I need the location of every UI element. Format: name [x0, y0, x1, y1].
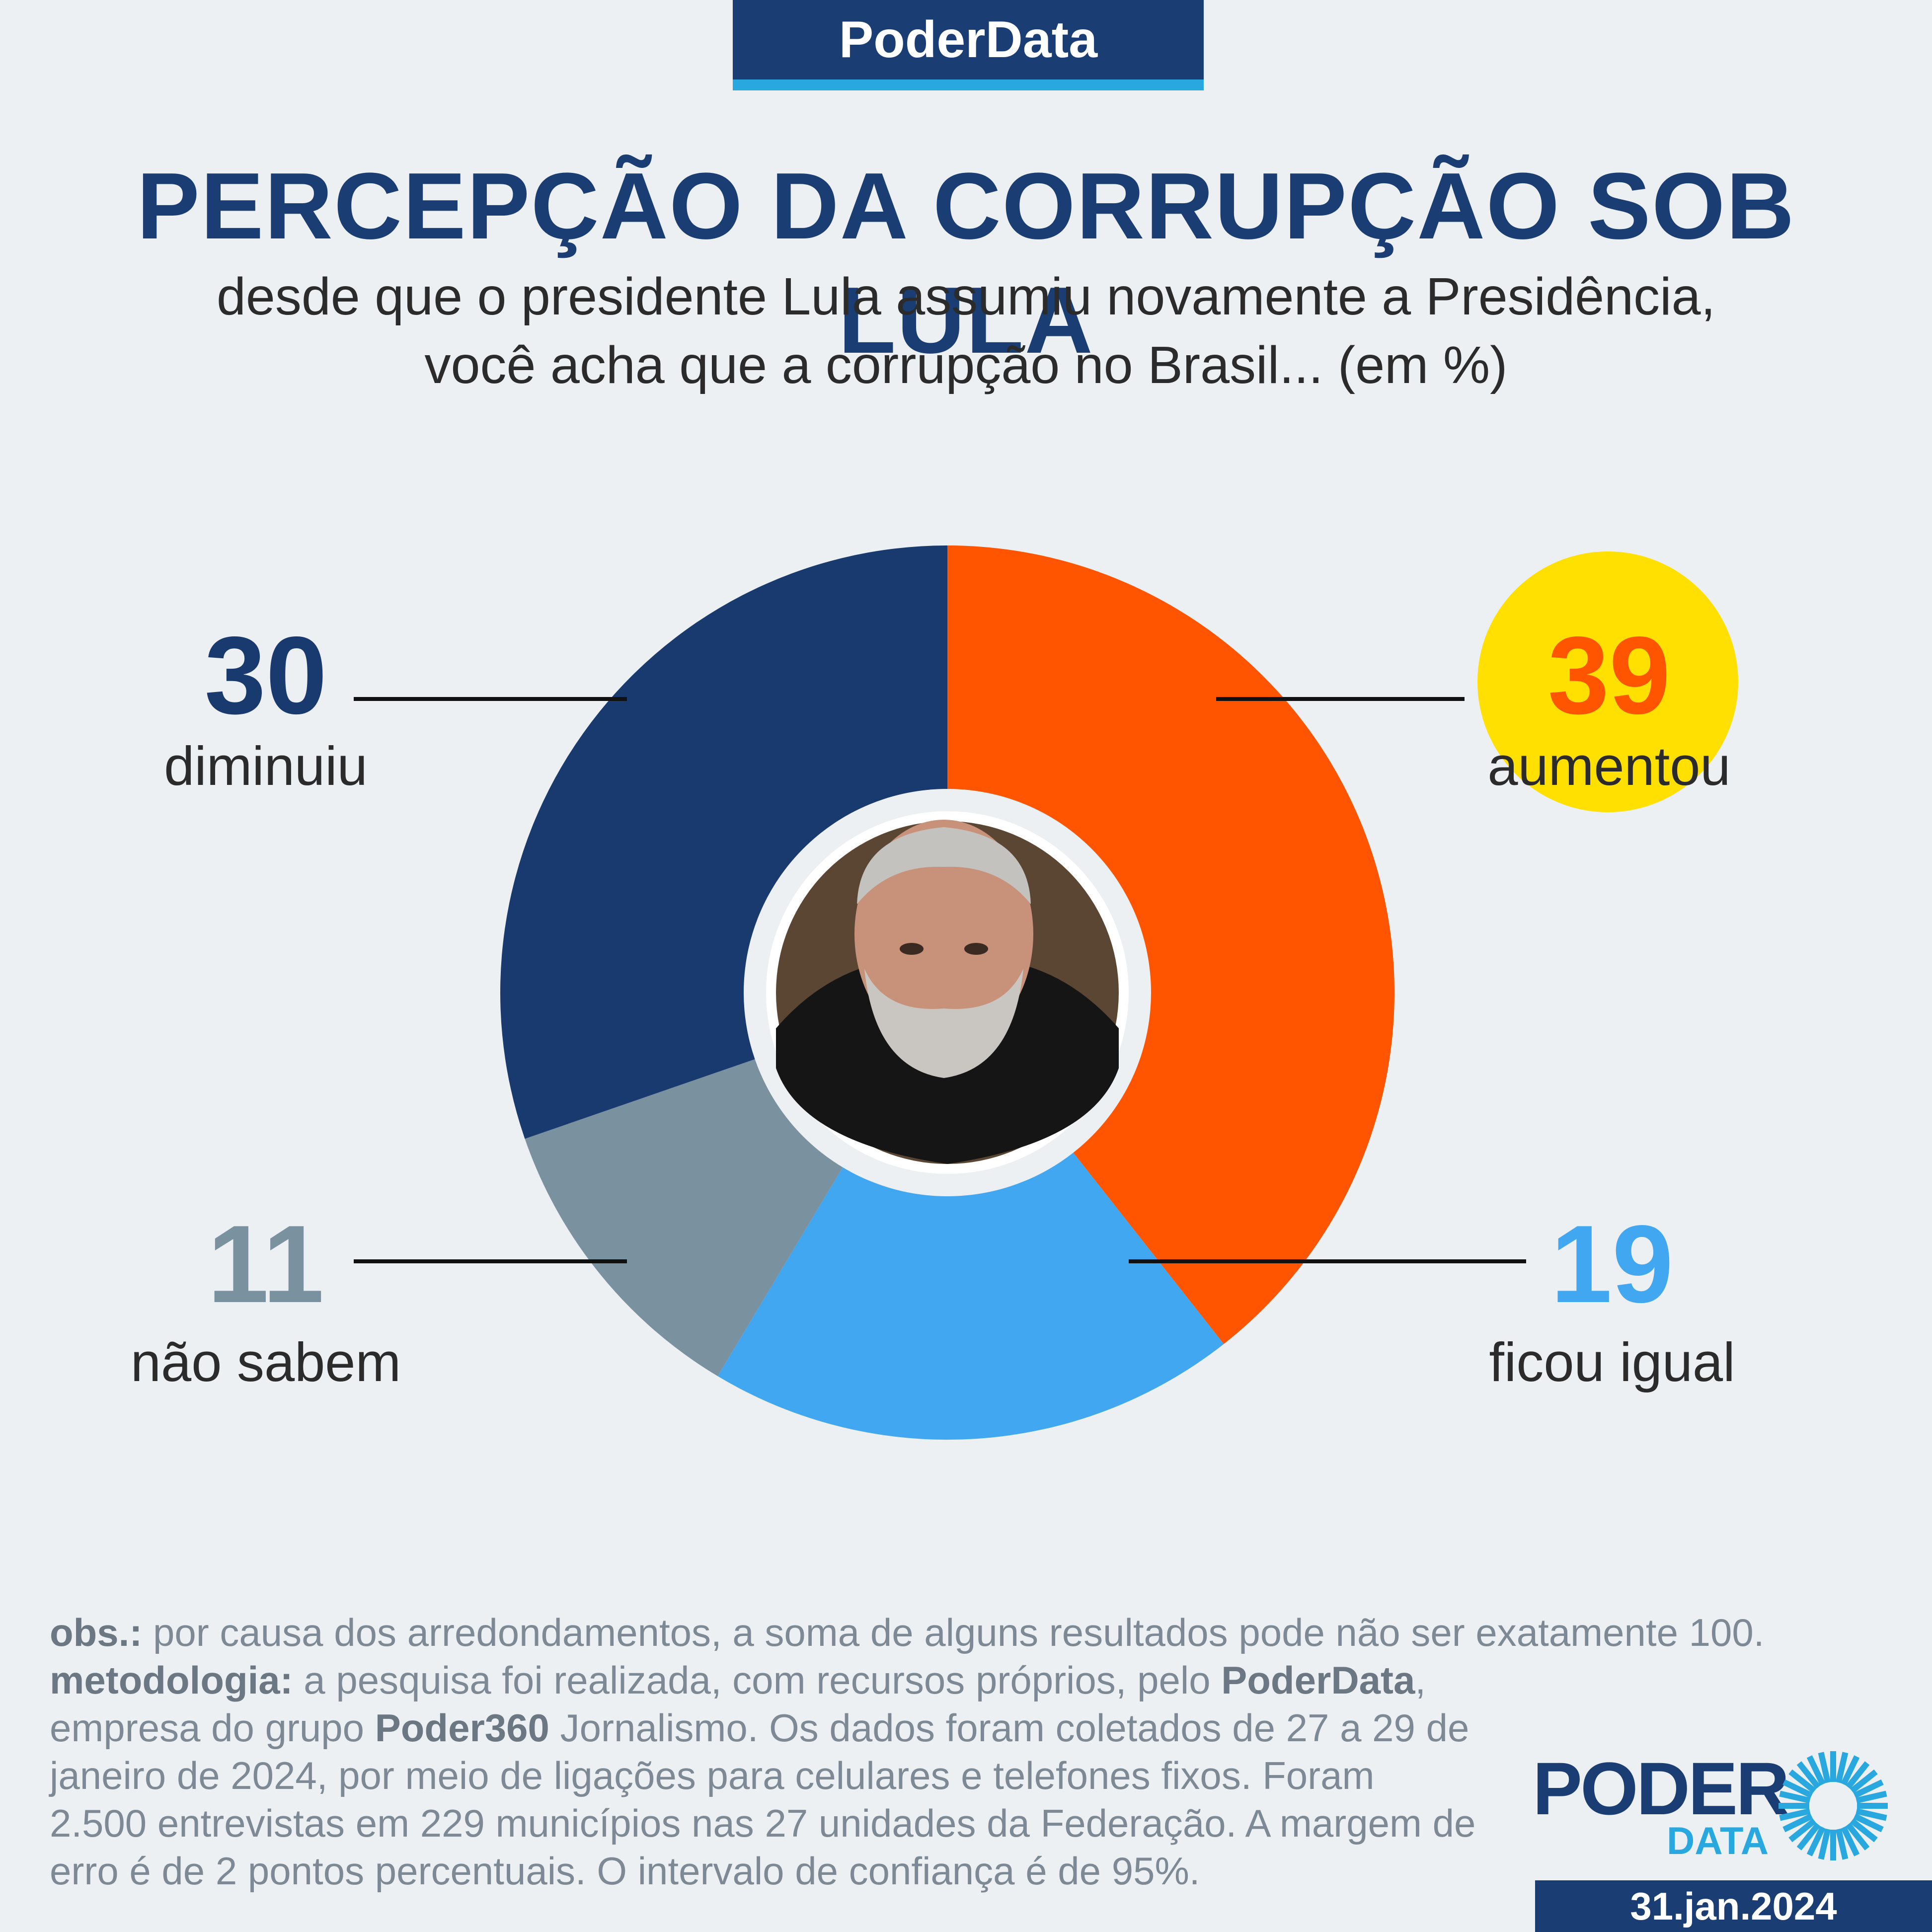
sunburst-ray [1855, 1808, 1887, 1821]
footnotes: obs.: por causa dos arredondamentos, a s… [50, 1609, 1788, 1895]
center-photo [744, 789, 1151, 1196]
methodology-text-2: , empresa do grupo [50, 1658, 1426, 1750]
sunburst-ray [1850, 1818, 1878, 1843]
sunburst-ray [1806, 1826, 1826, 1856]
sunburst-ray [1841, 1755, 1860, 1786]
date-badge: 31.jan.2024 [1535, 1880, 1932, 1932]
subtitle-line-1: desde que o presidente Lula assumiu nova… [216, 267, 1716, 326]
sunburst-ray [1846, 1761, 1870, 1789]
value-aumentou: 39 [1547, 614, 1671, 737]
label-ficou-igual: ficou igual [1489, 1332, 1735, 1393]
sunburst-ray [1796, 1761, 1821, 1789]
sunburst-ray [1788, 1769, 1817, 1793]
logo-word-poder: PODER [1533, 1747, 1789, 1830]
sunburst-ray [1850, 1769, 1878, 1793]
sunburst-ray [1853, 1779, 1884, 1798]
value-nao-sabem: 11 [207, 1203, 324, 1326]
logo-word-data: DATA [1667, 1819, 1769, 1862]
label-nao-sabem: não sabem [130, 1332, 401, 1393]
obs-text: por causa dos arredondamentos, a soma de… [142, 1611, 1765, 1654]
label-diminuiu: diminuiu [164, 736, 368, 797]
sunburst-ray [1779, 1790, 1811, 1804]
label-aumentou: aumentou [1487, 736, 1731, 797]
value-ficou-igual: 19 [1550, 1203, 1674, 1326]
sunburst-ray [1818, 1752, 1831, 1783]
subtitle-line-2: você acha que a corrupção no Brasil... (… [424, 336, 1508, 394]
sunburst-ray [1779, 1808, 1811, 1821]
slice-ficou-igual [717, 993, 1224, 1440]
sunburst-ray [1782, 1813, 1813, 1833]
slice-aumentou [947, 545, 1395, 1344]
methodology-label: metodologia: [50, 1658, 293, 1702]
methodology-group: Poder360 [375, 1706, 549, 1750]
brand-tab: PoderData [733, 0, 1204, 90]
sunburst-ray [1796, 1822, 1821, 1851]
sunburst-ray [1782, 1779, 1813, 1798]
leader-line-ficou-igual [1129, 1259, 1526, 1263]
obs-note: obs.: por causa dos arredondamentos, a s… [50, 1609, 1788, 1656]
leader-line-aumentou [1216, 697, 1465, 701]
sunburst-ray [1835, 1752, 1849, 1783]
chart-title: PERCEPÇÃO DA CORRUPÇÃO SOB LULA [137, 154, 1795, 373]
leader-line-diminuiu [354, 697, 627, 701]
sunburst-ray [1846, 1822, 1870, 1851]
sunburst-icon [1778, 1751, 1888, 1860]
chart-subtitle: desde que o presidente Lula assumiu nova… [0, 262, 1932, 399]
sunburst-ray [1806, 1755, 1826, 1786]
methodology-text-1: a pesquisa foi realizada, com recursos p… [293, 1658, 1222, 1702]
obs-label: obs.: [50, 1611, 143, 1654]
highlight-circle [1477, 551, 1738, 812]
sunburst-ray [1853, 1813, 1884, 1833]
sunburst-ray [1855, 1790, 1887, 1804]
value-diminuiu: 30 [204, 614, 327, 737]
sunburst-ray [1835, 1828, 1849, 1860]
sunburst-ray [1788, 1818, 1817, 1843]
sunburst-ray [1841, 1826, 1860, 1856]
poderdata-logo: PODER DATA [1533, 1749, 1890, 1863]
methodology-brand: PoderData [1221, 1658, 1415, 1702]
methodology-note: metodologia: a pesquisa foi realizada, c… [50, 1656, 1480, 1895]
leader-line-nao-sabem [354, 1259, 627, 1263]
methodology-text-3: Jornalismo. Os dados foram coletados de … [50, 1706, 1476, 1893]
sunburst-ray [1818, 1828, 1831, 1860]
